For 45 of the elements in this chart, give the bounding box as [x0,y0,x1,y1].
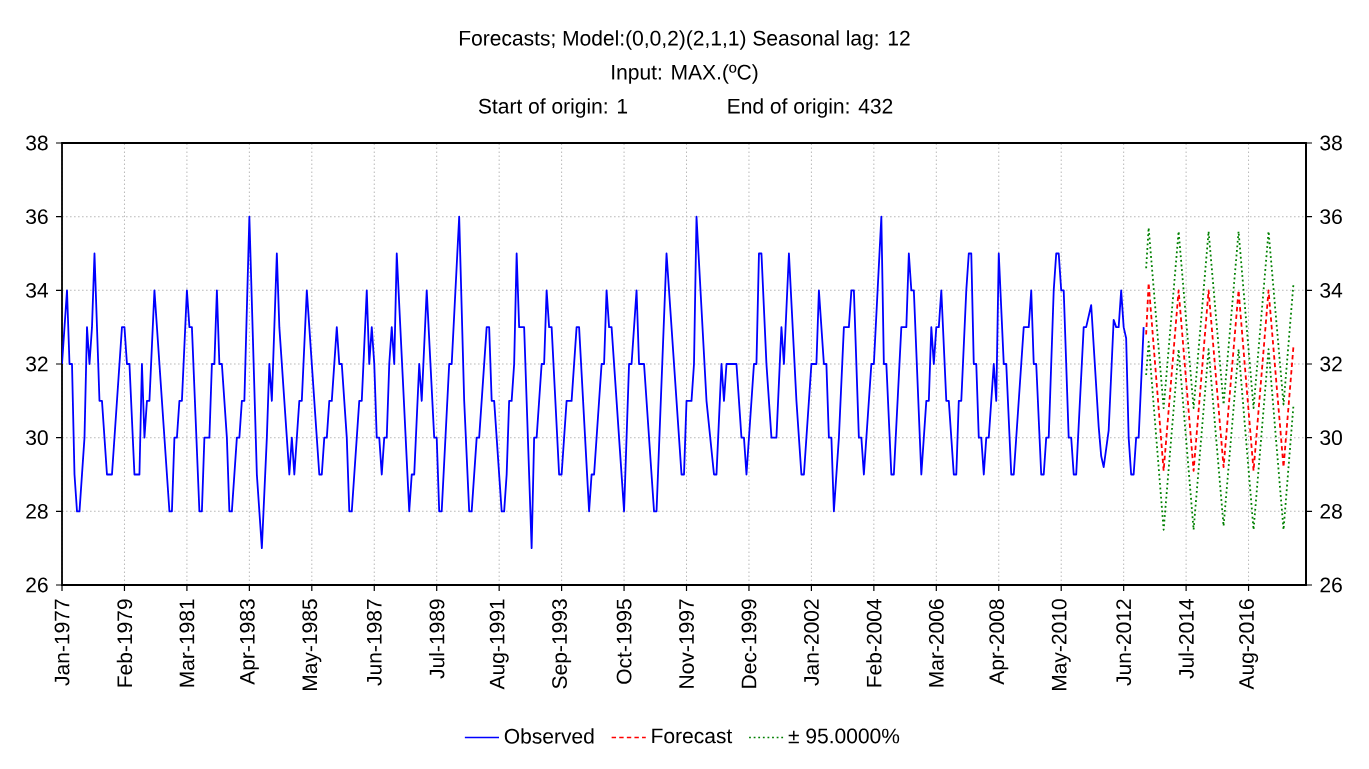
y2-tick-label: 26 [1320,577,1342,593]
y-tick-label: 32 [26,356,48,372]
x-tick-label: Apr-1983 [239,599,259,685]
x-tick-label: Jun-1987 [366,599,382,686]
x-tick-label: Jul-2014 [1178,599,1194,679]
chart-subtitle: Input: MAX.(ºC) [612,64,758,84]
x-tick-label: May-1985 [302,599,322,691]
legend-label: Observed [504,728,594,744]
x-tick-label: Jun-2012 [1116,599,1132,686]
x-tick-label: Oct-1995 [616,599,632,684]
x-tick-label: Feb-1979 [116,599,133,687]
y-tick-label: 28 [26,503,48,519]
line-series [1145,282,1295,472]
x-tick-label: Jan-2002 [803,599,819,686]
line-series [1145,340,1295,531]
y2-tick-label: 36 [1320,209,1342,225]
text: Start of origin: 1 [478,98,628,118]
y-tick-label: 36 [26,209,48,225]
text: End of origin: 432 [728,98,893,118]
y-tick-label: 34 [26,282,48,298]
chart-title: Forecasts; Model:(0,0,2)(2,1,1) Seasonal lag: 12 [459,30,910,50]
y-tick-label: 26 [26,577,48,593]
y2-tick-label: 38 [1320,135,1342,151]
y2-tick-label: 32 [1320,356,1342,372]
y2-tick-label: 34 [1320,282,1343,298]
x-tick-label: Mar-2006 [928,599,944,687]
x-tick-label: Sep-1993 [552,599,572,689]
x-tick-label: Nov-1997 [679,599,694,688]
x-tick-label: Apr-2008 [989,599,1009,685]
x-tick-label: Dec-1999 [741,599,757,688]
x-tick-label: Mar-1981 [179,599,195,687]
x-tick-label: Aug-2016 [1239,599,1259,690]
x-tick-label: Aug-1991 [489,599,509,690]
line-series [1145,226,1295,410]
x-tick-label: Feb-2004 [866,599,882,687]
x-tick-label: May-2010 [1051,599,1071,691]
x-tick-label: Jul-1989 [429,599,445,679]
x-tick-label: Jan-1977 [54,599,70,686]
legend-label: ± 95.0000% [788,728,900,744]
y-tick-label: 30 [26,430,48,446]
y-tick-label: 38 [26,135,48,151]
line-series [62,215,1145,550]
y2-tick-label: 30 [1320,430,1342,446]
legend-label: Forecast [652,728,733,744]
y2-tick-label: 28 [1320,503,1342,519]
